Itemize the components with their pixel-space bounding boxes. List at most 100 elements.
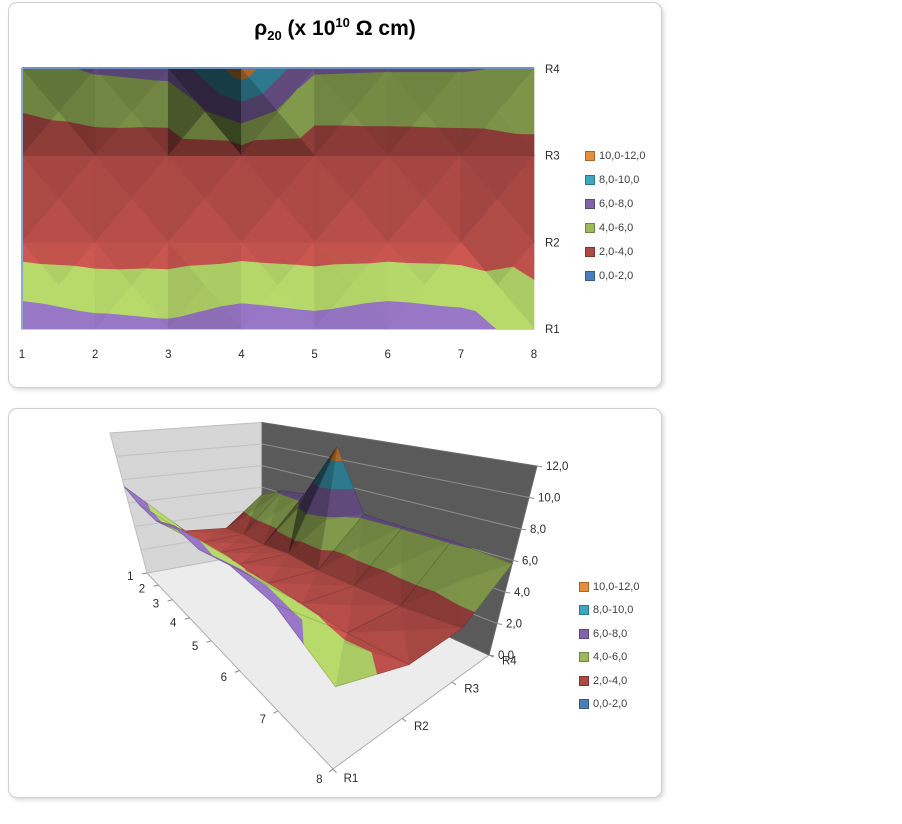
surface-band xyxy=(301,519,327,551)
legend-swatch xyxy=(579,582,589,592)
surface-band xyxy=(387,68,391,73)
category-tick xyxy=(141,572,148,575)
surface-band xyxy=(345,547,360,561)
back-wall-gridline xyxy=(261,443,530,498)
surface-band xyxy=(253,111,301,141)
legend-swatch xyxy=(579,605,589,616)
surface-band xyxy=(247,510,254,517)
legend-item: 2,0-4,0 xyxy=(579,673,627,689)
legend-swatch xyxy=(585,271,595,281)
x-axis-labels: 1 2 3 4 5 6 7 8 xyxy=(19,349,537,361)
series-axis-label: R1 xyxy=(545,324,560,336)
legend-swatch xyxy=(585,223,595,233)
back-wall-gridline xyxy=(261,465,522,530)
surface-band xyxy=(94,198,170,243)
legend-swatch xyxy=(585,199,595,209)
series-axis-label: R1 xyxy=(344,773,359,785)
bottom-chart-panel: 1 2 3 4 5 6 7 8 R1 R2 R3 R4 0,0 2,0 4,0 6,0 8,0 10,0 12,0 … xyxy=(8,408,662,798)
category-tick xyxy=(167,599,173,602)
legend-label: 8,0-10,0 xyxy=(599,174,640,186)
chart-title-rho: ρ xyxy=(254,17,268,40)
surface-band xyxy=(241,68,249,81)
value-axis-label: 0,0 xyxy=(498,650,514,662)
surface-band xyxy=(460,68,465,73)
legend-label: 0,0-2,0 xyxy=(599,270,634,282)
surface-band xyxy=(273,603,304,645)
surface-band xyxy=(314,68,320,75)
value-tick xyxy=(512,560,519,562)
value-axis-labels: 0,0 2,0 4,0 6,0 8,0 10,0 12,0 xyxy=(488,461,568,662)
surface-band xyxy=(449,540,453,545)
x-axis-label: 4 xyxy=(238,349,245,361)
legend-label: 2,0-4,0 xyxy=(593,674,628,687)
surface-band xyxy=(229,564,284,605)
x-axis-label: 3 xyxy=(165,349,171,361)
category-tick xyxy=(273,710,279,714)
surface-mesh-line xyxy=(272,603,410,688)
series-axis-label: R3 xyxy=(545,151,560,163)
legend-label: 2,0-4,0 xyxy=(599,246,634,258)
surface-band xyxy=(167,198,243,243)
surface-band xyxy=(360,513,365,519)
surface-band xyxy=(198,549,244,571)
series-axis-label: R4 xyxy=(545,64,560,76)
surface-band xyxy=(261,514,274,526)
series-axis-label: R4 xyxy=(502,656,517,668)
legend-swatch xyxy=(585,151,595,161)
category-axis-label: 8 xyxy=(316,774,322,786)
left-wall-gridline xyxy=(134,508,263,527)
value-axis-label: 6,0 xyxy=(522,556,538,568)
x-axis-label: 7 xyxy=(458,349,464,361)
category-axis-label: 1 xyxy=(127,571,133,583)
value-tick xyxy=(520,528,527,531)
surface-band xyxy=(483,111,517,135)
surface-band xyxy=(173,525,211,553)
legend-label: 10,0-12,0 xyxy=(599,150,646,162)
legend-swatch xyxy=(585,175,595,185)
surface-band xyxy=(434,582,460,606)
surface-band xyxy=(118,111,145,129)
category-tick xyxy=(206,640,212,643)
series-tick xyxy=(332,768,337,773)
category-tick xyxy=(234,670,240,673)
legend-swatch xyxy=(579,628,589,639)
legend-swatch xyxy=(585,247,595,257)
surface-band xyxy=(240,198,316,243)
surface-band xyxy=(167,68,196,102)
category-axis-label: 6 xyxy=(221,672,227,684)
legend-item: 4,0-6,0 xyxy=(585,220,633,236)
legend-label: 4,0-6,0 xyxy=(593,651,628,664)
legend-label: 6,0-8,0 xyxy=(593,627,628,640)
chart-title-superscript: 10 xyxy=(335,15,350,30)
category-axis-label: 2 xyxy=(139,584,145,596)
chart-title-subscript: 20 xyxy=(267,28,282,44)
category-axis-label: 7 xyxy=(260,714,266,726)
series-axis-labels: R1 R2 R3 R4 xyxy=(332,654,517,785)
x-axis-label: 8 xyxy=(531,349,537,361)
legend-label: 0,0-2,0 xyxy=(593,698,628,710)
series-axis-label: R2 xyxy=(545,237,560,249)
legend-label: 8,0-10,0 xyxy=(593,604,634,617)
surface-band xyxy=(278,490,283,495)
legend-swatch xyxy=(579,652,589,663)
value-axis-label: 12,0 xyxy=(546,461,568,473)
legend-swatch xyxy=(579,699,589,709)
category-axis-label: 4 xyxy=(170,617,177,629)
legend-item: 4,0-6,0 xyxy=(579,649,627,665)
category-axis-label: 3 xyxy=(153,599,159,611)
surface-band xyxy=(385,563,402,579)
left-wall-gridline xyxy=(116,443,263,457)
surface-band xyxy=(460,198,535,243)
surface-3d xyxy=(123,445,514,688)
legend-label: 10,0-12,0 xyxy=(593,581,640,593)
value-axis-label: 2,0 xyxy=(506,619,522,631)
category-tick xyxy=(328,768,334,773)
x-axis-label: 5 xyxy=(311,349,317,361)
surface-band xyxy=(298,493,306,506)
surface-band xyxy=(51,111,67,122)
x-axis-label: 1 xyxy=(19,349,25,361)
surface-band xyxy=(21,198,96,243)
